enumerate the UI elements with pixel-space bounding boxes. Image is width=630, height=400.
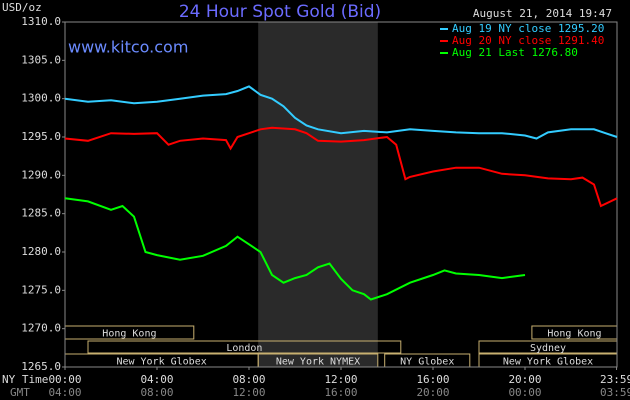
session-label: NY Globex	[400, 357, 454, 368]
highlight-band	[258, 22, 378, 367]
session-label: New York Globex	[503, 357, 593, 368]
legend-label: Aug 19 NY close 1295.20	[452, 22, 604, 35]
session-label: Hong Kong	[102, 329, 156, 340]
series-line	[64, 197, 526, 301]
y-tick-label: 1285.0	[21, 207, 61, 220]
y-tick-label: 1275.0	[21, 283, 61, 296]
session-label: Hong Kong	[547, 329, 601, 340]
x-tick-label: 23:59	[600, 373, 630, 386]
session-label: New York Globex	[116, 357, 206, 368]
x2-tick-label: 16:00	[324, 386, 357, 399]
y-tick-label: 1305.0	[21, 53, 61, 66]
y-tick-label: 1290.0	[21, 168, 61, 181]
x-tick-label: 00:00	[48, 373, 81, 386]
x2-tick-label: 12:00	[232, 386, 265, 399]
x2-axis-label: GMT	[10, 386, 30, 399]
y-tick-label: 1270.0	[21, 322, 61, 335]
session-label: London	[226, 343, 262, 354]
series-line	[64, 85, 618, 140]
watermark: www.kitco.com	[68, 38, 188, 57]
x2-tick-label: 04:00	[48, 386, 81, 399]
legend-label: Aug 21 Last 1276.80	[452, 46, 578, 59]
session-label: Sydney	[530, 343, 566, 354]
x2-tick-label: 03:59	[600, 386, 630, 399]
chart-title: 24 Hour Spot Gold (Bid)	[179, 2, 381, 22]
x2-tick-label: 20:00	[416, 386, 449, 399]
x-tick-label: 04:00	[140, 373, 173, 386]
x-axis-label: NY Time	[2, 373, 48, 386]
session-box	[87, 340, 402, 354]
chart-subtitle: August 21, 2014 19:47	[473, 7, 612, 20]
x2-tick-label: 08:00	[140, 386, 173, 399]
y-tick-label: 1300.0	[21, 92, 61, 105]
x-tick-label: 16:00	[416, 373, 449, 386]
x2-tick-label: 00:00	[508, 386, 541, 399]
y-tick-label: 1295.0	[21, 130, 61, 143]
session-label: New York NYMEX	[276, 357, 360, 368]
y-axis-label: USD/oz	[2, 1, 42, 14]
legend-label: Aug 20 NY close 1291.40	[452, 34, 604, 47]
y-tick-label: 1310.0	[21, 15, 61, 28]
x-tick-label: 12:00	[324, 373, 357, 386]
x-tick-label: 20:00	[508, 373, 541, 386]
series-line	[64, 126, 618, 208]
y-tick-label: 1280.0	[21, 245, 61, 258]
y-tick-label: 1265.0	[21, 360, 61, 373]
x-tick-label: 08:00	[232, 373, 265, 386]
